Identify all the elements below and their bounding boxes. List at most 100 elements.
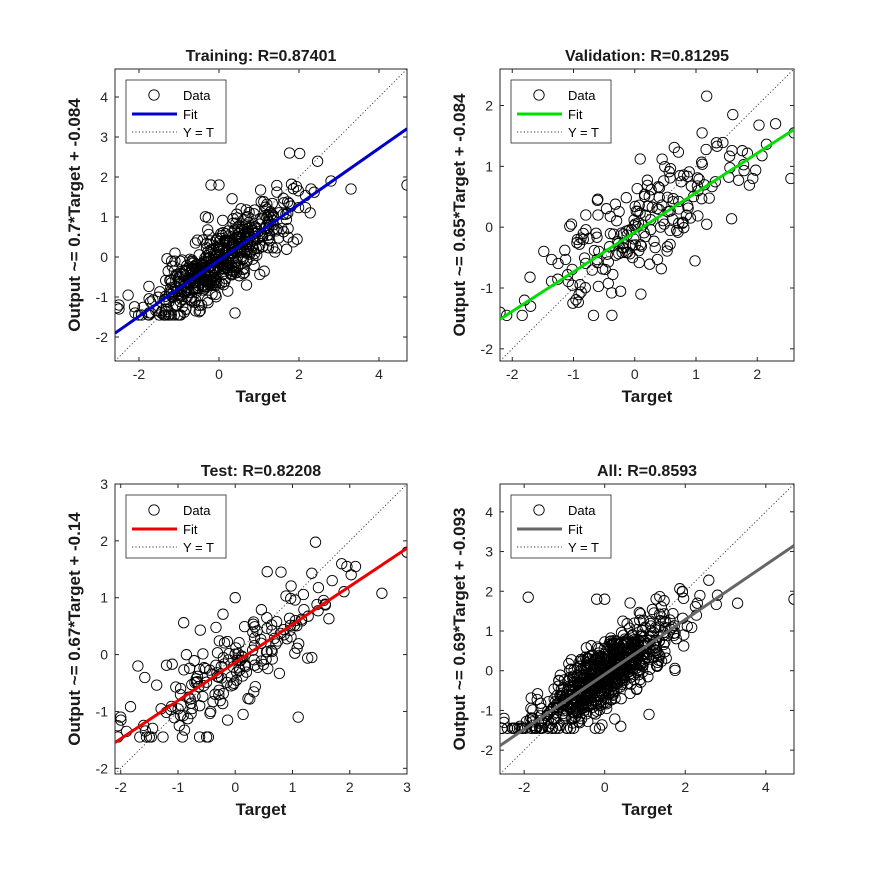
data-point (205, 705, 217, 718)
data-point (644, 615, 656, 627)
data-point (260, 653, 272, 665)
data-point (349, 560, 362, 573)
data-point (222, 225, 234, 237)
data-point (200, 731, 213, 743)
data-point (626, 630, 638, 642)
y-tick-label: -2 (96, 329, 109, 345)
data-point (613, 205, 625, 218)
legend-data-label: Data (183, 503, 211, 518)
data-point (550, 722, 562, 734)
data-point (240, 666, 253, 678)
legend: Data Fit Y = T (125, 79, 227, 144)
data-point (682, 200, 694, 212)
data-point (252, 226, 264, 238)
plot-area (500, 484, 794, 774)
data-point (753, 119, 765, 131)
data-point (176, 267, 188, 279)
data-point (613, 248, 625, 260)
data-point (204, 275, 216, 287)
legend-box (125, 79, 227, 144)
data-point (115, 303, 125, 315)
fit-line (115, 127, 407, 335)
plot-test: -2 -1 0 1 2 3 -2 -1 0 1 2 3 Test: R=0.82208 Target Out… (65, 463, 411, 819)
data-point (566, 279, 578, 291)
data-point (691, 597, 703, 609)
data-point (262, 242, 274, 254)
data-point (567, 297, 579, 309)
data-point (711, 140, 723, 152)
data-point (249, 659, 261, 671)
data-point (577, 233, 589, 246)
y-tick-label: 0 (100, 249, 108, 265)
x-tick-label: -2 (506, 366, 519, 382)
data-point (291, 233, 303, 245)
data-point (242, 210, 254, 223)
data-point (199, 211, 212, 223)
data-point (700, 143, 712, 156)
data-point (240, 279, 253, 291)
data-point (516, 309, 528, 322)
data-point (619, 633, 631, 645)
data-point (281, 196, 294, 208)
data-point (115, 714, 127, 726)
data-point (601, 698, 613, 710)
chart-title: Validation: R=0.81295 (565, 48, 729, 65)
data-point (646, 201, 658, 213)
data-point (563, 664, 576, 676)
data-point (566, 680, 579, 692)
data-point (189, 305, 202, 317)
y-tick-label: -1 (96, 289, 109, 305)
y-tick-label: 2 (485, 98, 493, 114)
data-point (193, 249, 205, 261)
y-tick-label: -2 (481, 341, 494, 357)
data-point (290, 180, 303, 193)
legend-data-label: Data (183, 88, 211, 103)
data-point (674, 169, 686, 182)
data-point (629, 647, 641, 659)
plot-area (500, 69, 794, 361)
data-point (629, 218, 641, 230)
data-point (186, 702, 198, 715)
data-point (154, 286, 166, 298)
data-point (695, 156, 708, 168)
data-point (565, 218, 578, 230)
data-point (628, 617, 641, 629)
data-point (181, 285, 193, 297)
data-point (564, 722, 577, 734)
data-point (237, 708, 249, 721)
data-point (542, 714, 554, 726)
data-point (580, 708, 593, 720)
data-point (659, 616, 672, 628)
data-point (675, 176, 687, 188)
data-point (522, 591, 534, 603)
data-point (191, 234, 204, 246)
data-point (710, 137, 723, 149)
x-tick-label: 4 (375, 366, 383, 382)
data-point (174, 309, 187, 321)
data-point (306, 651, 318, 664)
data-point (678, 640, 690, 652)
data-point (240, 204, 252, 216)
data-point (611, 682, 623, 695)
data-point (230, 642, 242, 654)
data-point (217, 652, 230, 664)
data-point (634, 153, 646, 165)
data-point (573, 717, 586, 729)
data-point (135, 309, 148, 321)
data-point (692, 185, 704, 197)
data-point (261, 203, 273, 215)
data-point (691, 172, 704, 184)
data-point (634, 608, 647, 620)
chart-title: Test: R=0.82208 (201, 463, 321, 480)
data-point (590, 690, 602, 702)
data-point (643, 708, 655, 721)
data-point (229, 307, 241, 319)
data-point (165, 700, 178, 713)
data-point (577, 227, 589, 240)
data-point (609, 198, 622, 210)
data-point (601, 702, 613, 715)
data-point (628, 214, 640, 226)
data-point (500, 716, 510, 729)
data-point (574, 660, 587, 672)
data-point (596, 263, 609, 275)
